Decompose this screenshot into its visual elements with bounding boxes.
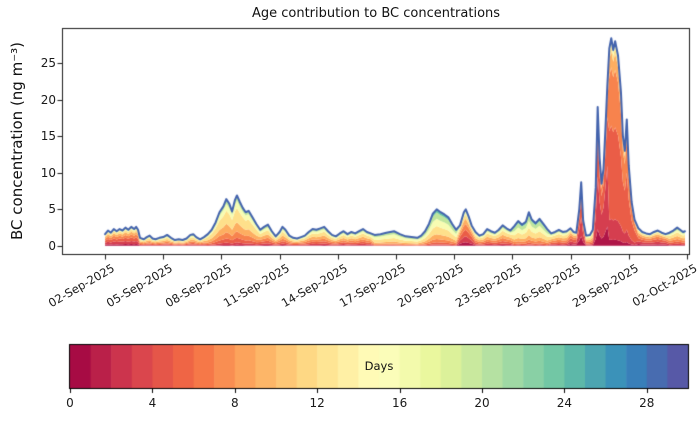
y-tick-label: 15 <box>40 129 56 144</box>
colorbar-tick-label: 12 <box>309 396 325 410</box>
colorbar-tick-label: 16 <box>391 396 408 410</box>
y-tick-label: 20 <box>40 92 56 107</box>
colorbar-label: Days <box>364 359 394 373</box>
y-tick-label: 10 <box>40 165 56 180</box>
colorbar-tick-label: 20 <box>474 396 490 410</box>
colorbar-tick-label: 28 <box>639 396 655 410</box>
colorbar-tick-label: 4 <box>148 396 157 410</box>
chart-title: Age contribution to BC concentrations <box>251 6 501 21</box>
y-tick-label: 0 <box>48 238 56 253</box>
colorbar-tick-label: 24 <box>556 396 573 410</box>
colorbar-tick-label: 8 <box>230 396 239 410</box>
y-tick-label: 5 <box>48 202 56 217</box>
y-tick-label: 25 <box>40 56 56 71</box>
colorbar-tick-label: 0 <box>66 396 74 410</box>
